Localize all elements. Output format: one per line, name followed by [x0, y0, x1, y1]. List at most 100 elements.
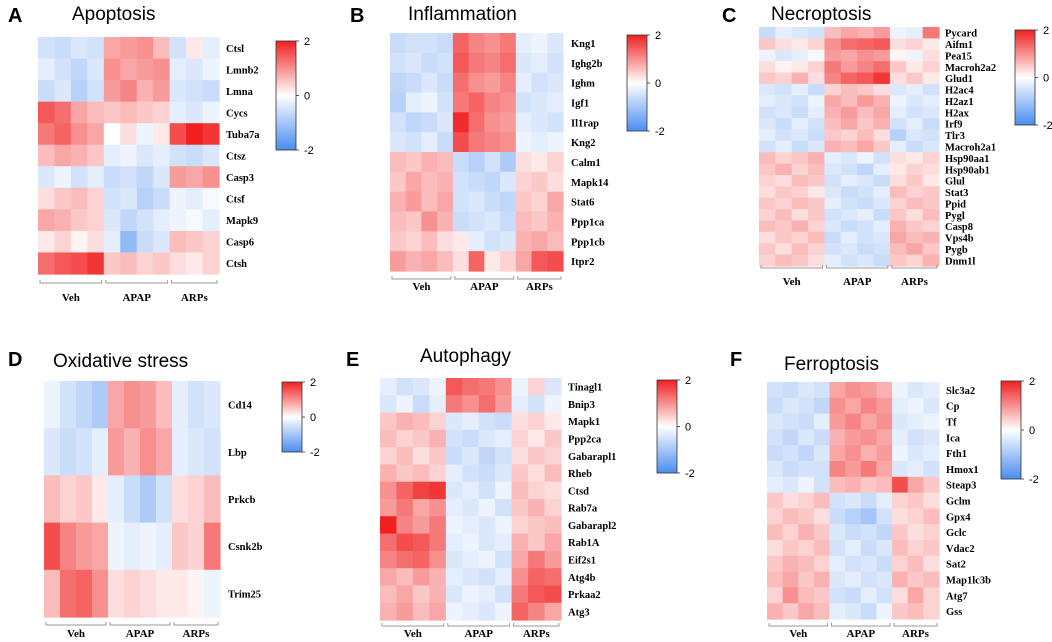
heatmap-cell: [860, 603, 878, 620]
heatmap-cell: [840, 72, 858, 85]
heatmap-cell: [103, 230, 121, 254]
heatmap-cell: [124, 428, 141, 476]
heatmap-cell: [824, 49, 842, 62]
heatmap-cell: [922, 243, 940, 256]
heatmap-cell: [759, 152, 776, 165]
heatmap-cell: [495, 395, 513, 414]
heatmap-cell: [922, 163, 940, 176]
heatmap-cell: [759, 254, 776, 267]
heatmap-cell: [547, 152, 564, 173]
heatmap-cell: [824, 140, 842, 153]
heatmap-cell: [38, 187, 56, 210]
gene-label: Gabarapl2: [568, 521, 616, 532]
group-bracket: [105, 280, 169, 284]
heatmap-cell: [437, 152, 454, 173]
heatmap-cell: [188, 522, 205, 571]
heatmap-cell: [840, 186, 858, 199]
gene-label: Kng1: [571, 39, 596, 50]
gene-label: Sat2: [946, 560, 966, 571]
gene-label: Macroh2a2: [945, 63, 996, 74]
gene-label: Hmox1: [946, 465, 979, 476]
heatmap-cell: [824, 254, 842, 267]
heatmap-cell: [500, 171, 517, 193]
heatmap-cell: [202, 58, 220, 81]
gene-label: Macroh2a1: [945, 143, 996, 154]
heatmap-cell: [70, 187, 88, 210]
heatmap-cell: [544, 550, 562, 569]
gene-label: Rab7a: [568, 504, 598, 515]
heatmap-cell: [156, 522, 173, 571]
heatmap-cell: [478, 533, 496, 552]
heatmap-cell: [759, 163, 776, 176]
color-scale-tick-label: -2: [1043, 120, 1052, 132]
heatmap-cell: [76, 569, 93, 618]
panel-title: Apoptosis: [72, 4, 155, 25]
heatmap-cell: [169, 101, 187, 124]
heatmap-cell: [452, 211, 470, 232]
heatmap-cell: [840, 95, 858, 108]
heatmap-cell: [791, 220, 809, 233]
heatmap-cell: [478, 464, 496, 483]
heatmap-cell: [204, 381, 221, 429]
heatmap-cell: [204, 475, 221, 524]
gene-label: Vps4b: [945, 234, 974, 245]
heatmap-cell: [511, 499, 529, 517]
gene-label: Cycs: [226, 108, 248, 119]
heatmap-cell: [808, 140, 826, 153]
heatmap-cell: [462, 602, 480, 621]
heatmap-cell: [813, 587, 831, 604]
heatmap-cell: [54, 101, 72, 124]
heatmap-cell: [876, 555, 893, 573]
heatmap-cell: [172, 428, 189, 476]
heatmap-cell: [824, 129, 842, 142]
heatmap-cell: [169, 187, 187, 210]
group-label: ARPs: [183, 628, 211, 640]
heatmap-cell: [124, 475, 141, 524]
heatmap-cell: [829, 476, 846, 494]
gene-label: Stat3: [945, 188, 968, 199]
heatmap-cell: [153, 187, 171, 210]
heatmap-cell: [462, 412, 480, 431]
gene-label: Ighm: [571, 79, 595, 90]
heatmap-cell: [405, 33, 423, 54]
heatmap-cell: [202, 101, 220, 124]
heatmap-cell: [169, 209, 187, 232]
heatmap-cell: [468, 52, 485, 74]
heatmap-cell: [892, 413, 909, 430]
heatmap-cell: [120, 252, 138, 275]
heatmap-cell: [544, 533, 562, 552]
heatmap-panel-a: A Apoptosis Ctsl Lmnb2 Lmna Cycs Tuba7a Ctsz Cas…: [8, 4, 314, 304]
heatmap-cell: [829, 461, 846, 478]
heatmap-cell: [70, 252, 88, 275]
heatmap-cell: [172, 569, 189, 618]
heatmap-cell: [791, 129, 809, 142]
heatmap-cell: [412, 447, 430, 466]
heatmap-cell: [775, 83, 793, 96]
color-scale-tick-label: -2: [655, 126, 665, 138]
heatmap-cell: [405, 191, 423, 213]
group-label: Veh: [783, 276, 801, 288]
heatmap-cell: [840, 254, 858, 267]
gene-label: Gabarapl1: [568, 452, 616, 463]
heatmap-cell: [876, 429, 893, 446]
heatmap-cell: [829, 555, 846, 573]
heatmap-cell: [531, 52, 548, 74]
heatmap-cell: [54, 209, 72, 232]
heatmap-cell: [798, 555, 815, 573]
heatmap-cell: [857, 38, 875, 51]
gene-label: Tinagl1: [568, 383, 602, 394]
heatmap-panel-c: C NecroptosisPycardAifm1Pea15Macroh2a2Glu…: [722, 4, 1052, 288]
heatmap-cell: [889, 49, 907, 62]
heatmap-cell: [907, 555, 924, 573]
gene-label: Fth1: [946, 449, 967, 460]
heatmap-cell: [38, 123, 56, 146]
heatmap-cell: [857, 140, 875, 153]
heatmap-cell: [38, 58, 56, 81]
heatmap-cell: [188, 381, 205, 429]
heatmap-cell: [156, 381, 173, 429]
heatmap-cell: [421, 112, 438, 133]
heatmap-cell: [873, 83, 891, 96]
heatmap-cell: [169, 166, 187, 189]
heatmap-panel-d: D Oxidative stress Cd14 Lbp Prkcb Csnk2b Trim2…: [8, 349, 320, 640]
group-bracket: [109, 622, 171, 626]
